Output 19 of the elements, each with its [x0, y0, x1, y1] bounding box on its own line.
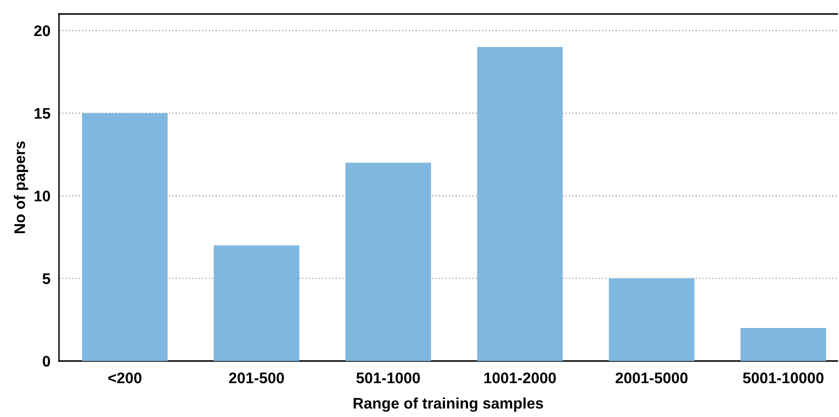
y-tick-label: 5	[42, 273, 50, 284]
bar	[82, 113, 168, 361]
bar	[608, 278, 694, 361]
bar	[214, 245, 300, 361]
y-tick-label: 10	[34, 190, 50, 202]
x-tick-label: 2001-5000	[616, 372, 688, 384]
x-tick-label: 501-1000	[356, 372, 420, 384]
bar	[477, 47, 563, 361]
y-tick-label: 20	[34, 25, 50, 36]
y-tick-label: 15	[34, 108, 50, 119]
y-axis-title: No of papers	[14, 141, 28, 234]
x-tick-label: 201-500	[229, 372, 284, 384]
x-tick-label: 5001-10000	[743, 372, 824, 384]
bar	[740, 328, 826, 361]
bar	[345, 162, 432, 361]
x-tick-label: <200	[108, 372, 142, 384]
y-tick-label: 0	[42, 356, 50, 367]
x-axis-title: Range of training samples	[354, 397, 544, 412]
x-tick-label: 1001-2000	[484, 372, 556, 384]
